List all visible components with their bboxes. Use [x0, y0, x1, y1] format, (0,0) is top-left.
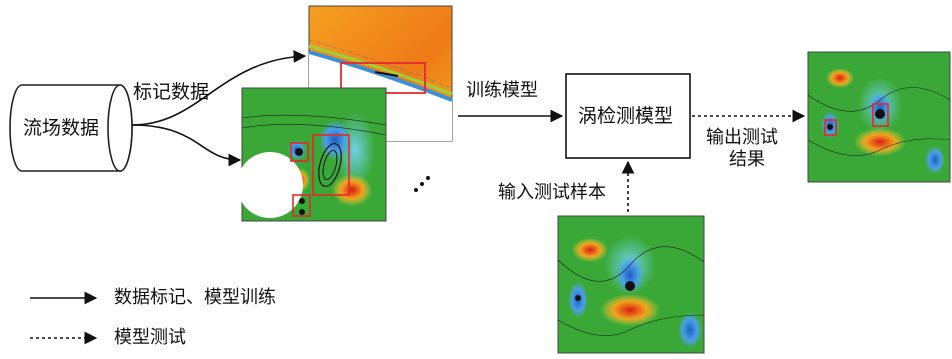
model-label: 涡检测模型 [578, 105, 674, 127]
labeling-label: 标记数据 [133, 81, 210, 103]
data-source-label: 流场数据 [23, 117, 100, 139]
highlight-box [292, 194, 311, 217]
test-input-label: 输入测试样本 [498, 182, 606, 203]
ellipsis-dots [414, 176, 430, 192]
highlight-box [312, 134, 350, 196]
highlight-box [824, 119, 837, 136]
labeling-arrow-lower [131, 124, 242, 167]
output-label-line2: 结果 [729, 149, 765, 170]
legend-solid-label: 数据标记、模型训练 [114, 287, 276, 308]
training-label: 训练模型 [466, 80, 538, 101]
data-source-cylinder [9, 84, 133, 172]
output-label-line1: 输出测试 [706, 127, 778, 148]
highlight-box [290, 142, 309, 162]
model-box [565, 73, 691, 159]
labeling-arrow-upper [131, 50, 307, 126]
legend-dashed-label: 模型测试 [114, 327, 186, 348]
highlight-box [872, 103, 889, 127]
test-sample-image [557, 215, 705, 354]
flow-image-cylinder [237, 87, 387, 222]
result-image [807, 51, 951, 183]
